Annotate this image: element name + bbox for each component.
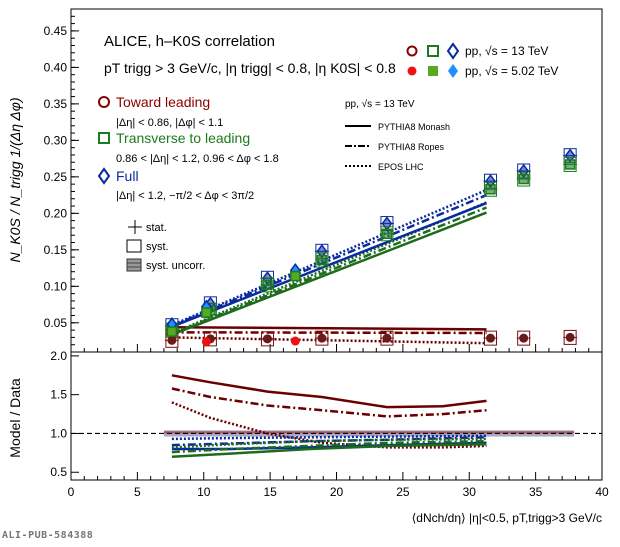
model-curve-toward (170, 325, 487, 331)
upper-y-axis: 0.05 0.10 0.15 0.20 0.25 0.30 0.35 0.40 0.45 (44, 15, 79, 346)
model-curve-transverse (170, 211, 487, 337)
lower-y-axis: 0.5 1.0 1.5 2.0 (50, 349, 79, 479)
upper-y-tick-label: 0.10 (44, 279, 68, 293)
ratio-curves (171, 374, 487, 458)
lower-y-tick-label: 1.5 (50, 388, 67, 402)
lower-y-tick-label: 0.5 (50, 465, 67, 479)
x-tick-label: 10 (197, 485, 211, 499)
lower-y-tick-label: 2.0 (50, 349, 67, 363)
toward-point (382, 333, 392, 343)
upper-y-tick-label: 0.45 (44, 24, 68, 38)
model-curve-transverse (170, 206, 487, 336)
ratio-curve-toward (171, 401, 487, 449)
toward-point (262, 334, 272, 344)
lower-panel-frame (70, 351, 603, 481)
model-curve-full (170, 188, 487, 327)
upper-model-curves (170, 188, 487, 345)
transverse-point (262, 279, 273, 291)
upper-y-tick-label: 0.25 (44, 170, 68, 184)
lower-y-tick-label: 1.0 (50, 426, 67, 440)
transverse-point (381, 228, 393, 240)
ratio-curve-transverse (171, 439, 487, 454)
x-tick-label: 35 (529, 485, 543, 499)
syst-legend-label: syst. (146, 241, 169, 253)
syst-band-edge (163, 431, 575, 434)
toward-legend-label: Toward leading (116, 94, 210, 110)
transverse-point (201, 307, 212, 318)
x-tick-label: 40 (595, 485, 609, 499)
x-axis: 0 5 10 15 20 25 30 35 40 (68, 344, 609, 499)
ratio-curve-transverse (171, 443, 487, 458)
upper-y-tick-label: 0.30 (44, 133, 68, 147)
transverse-point (166, 326, 178, 337)
ratio-curve-full (171, 436, 487, 447)
transverse-point (290, 270, 301, 282)
publication-id: ALI-PUB-584388 (2, 530, 94, 541)
model-legend: pp, √s = 13 TeV PYTHIA8 Monash PYTHIA8 R… (345, 98, 450, 172)
x-tick-label: 15 (263, 485, 277, 499)
x-tick-label: 5 (134, 485, 141, 499)
toward-point (565, 332, 575, 342)
transverse-point (316, 254, 328, 266)
model-legend-title: pp, √s = 13 TeV (345, 98, 415, 110)
energy-13tev-label: pp, √s = 13 TeV (465, 44, 548, 58)
transverse-legend-marker (98, 132, 110, 144)
toward-legend-marker (98, 96, 110, 108)
model-ropes-label: PYTHIA8 Ropes (378, 142, 445, 152)
model-curve-toward (170, 336, 487, 345)
full-legend-marker (97, 167, 111, 185)
model-curve-full (170, 201, 487, 329)
cuts-label: pT trigg > 3 GeV/c, |η trigg| < 0.8, |η … (104, 60, 396, 76)
upper-y-tick-label: 0.40 (44, 60, 68, 74)
ratio-curve-toward (171, 374, 487, 409)
x-tick-label: 25 (396, 485, 410, 499)
upper-y-tick-label: 0.05 (44, 316, 68, 330)
toward-point (201, 337, 211, 347)
upper-y-axis-title: N_K0S / N_trigg 1/(Δη Δφ) (7, 97, 23, 262)
x-tick-label: 0 (68, 485, 75, 499)
upper-data-points (164, 148, 578, 348)
upper-y-tick-label: 0.15 (44, 243, 68, 257)
x-tick-label: 30 (463, 485, 477, 499)
region-legend: Toward leading |Δη| < 0.86, |Δφ| < 1.1 T… (97, 94, 279, 202)
syst-uncorr-legend-label: syst. uncorr. (146, 260, 205, 272)
full-cut-label: |Δη| < 1.2, −π/2 < Δφ < 3π/2 (116, 190, 254, 202)
toward-cut-label: |Δη| < 0.86, |Δφ| < 1.1 (116, 117, 223, 129)
uncertainty-legend: stat. syst. syst. uncorr. (126, 220, 205, 272)
stat-legend-label: stat. (146, 222, 167, 234)
toward-point (519, 333, 529, 343)
transverse-cut-label: 0.86 < |Δη| < 1.2, 0.96 < Δφ < 1.8 (116, 153, 279, 165)
full-legend-label: Full (116, 168, 139, 184)
transverse-legend-label: Transverse to leading (116, 130, 250, 146)
lower-y-axis-title: Model / Data (7, 378, 23, 458)
model-curve-toward (170, 331, 487, 335)
x-tick-label: 20 (330, 485, 344, 499)
upper-y-tick-label: 0.35 (44, 97, 68, 111)
ratio-reference (71, 430, 602, 437)
model-monash-label: PYTHIA8 Monash (378, 122, 450, 132)
model-curve-full (170, 193, 487, 328)
toward-point (167, 335, 177, 345)
upper-y-tick-label: 0.20 (44, 206, 68, 220)
transverse-point (518, 173, 529, 185)
ratio-curve-toward (171, 387, 487, 418)
toward-point (317, 333, 327, 343)
toward-point (485, 333, 495, 343)
energy-502tev-label: pp, √s = 5.02 TeV (465, 64, 558, 78)
x-axis-title: ⟨dNch/dη⟩ |η|<0.5, pT,trigg>3 GeV/c (412, 511, 602, 525)
full-point (381, 216, 393, 231)
transverse-point (564, 159, 576, 170)
energy-legend: pp, √s = 13 TeV pp, √s = 5.02 TeV (406, 42, 558, 78)
model-epos-label: EPOS LHC (378, 162, 424, 172)
transverse-point (485, 184, 496, 195)
chart-title: ALICE, h–K0S correlation (104, 33, 275, 50)
toward-point (290, 336, 300, 346)
